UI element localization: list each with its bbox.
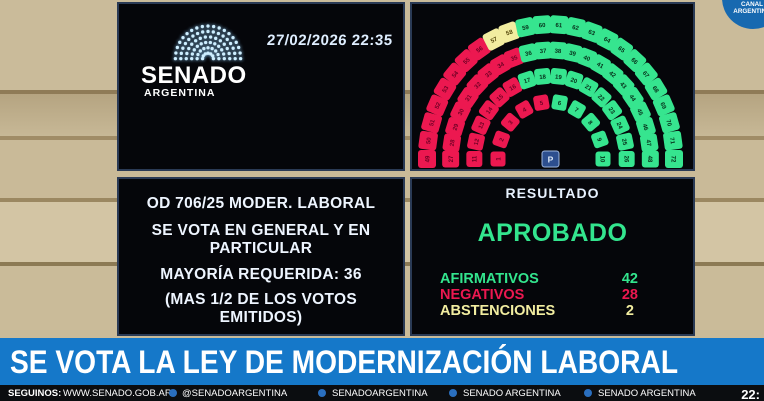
svg-text:26: 26: [622, 156, 628, 163]
svg-text:27: 27: [449, 155, 455, 162]
svg-text:72: 72: [670, 156, 676, 163]
svg-text:61: 61: [555, 23, 563, 29]
svg-text:48: 48: [646, 156, 652, 163]
svg-text:10: 10: [599, 156, 605, 163]
svg-text:38: 38: [554, 49, 562, 56]
svg-text:11: 11: [473, 155, 479, 162]
svg-text:37: 37: [540, 49, 548, 56]
svg-text:18: 18: [539, 74, 547, 81]
svg-text:49: 49: [425, 155, 431, 162]
svg-text:19: 19: [555, 74, 563, 81]
svg-text:P: P: [548, 155, 554, 165]
svg-text:60: 60: [539, 23, 547, 29]
